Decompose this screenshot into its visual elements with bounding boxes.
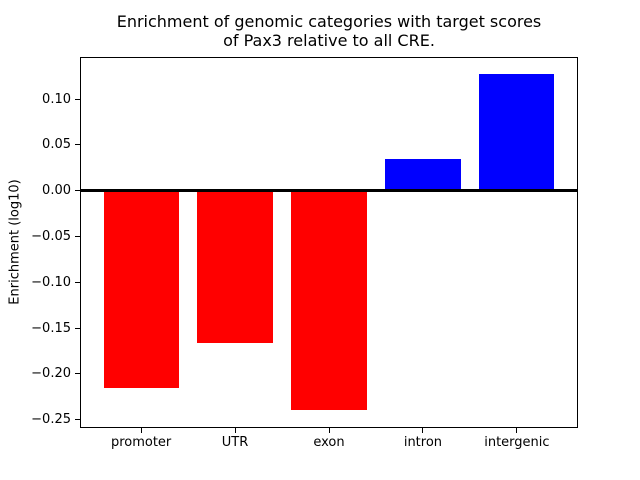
x-tick-mark xyxy=(140,428,142,433)
chart-title-line: Enrichment of genomic categories with ta… xyxy=(116,12,542,31)
x-tick-label-UTR: UTR xyxy=(221,435,249,450)
x-tick-label-exon: exon xyxy=(313,435,345,450)
bar-intron xyxy=(385,158,461,191)
x-tick-label-intergenic: intergenic xyxy=(484,435,550,450)
bar-UTR xyxy=(197,190,273,343)
x-tick-label-promoter: promoter xyxy=(110,435,172,450)
x-tick-mark xyxy=(328,428,330,433)
y-tick-label: 0.10 xyxy=(42,91,71,107)
y-tick-label: −0.05 xyxy=(31,229,71,245)
chart-title-line: of Pax3 relative to all CRE. xyxy=(223,31,435,50)
y-tick-mark xyxy=(75,236,80,238)
x-tick-mark xyxy=(422,428,424,433)
y-tick-mark xyxy=(75,190,80,192)
plot-area xyxy=(80,57,578,428)
y-tick-mark xyxy=(75,373,80,375)
y-tick-label: 0.05 xyxy=(42,137,71,153)
y-tick-label: −0.15 xyxy=(31,320,71,336)
y-tick-mark xyxy=(75,327,80,329)
x-tick-mark xyxy=(234,428,236,433)
y-tick-mark xyxy=(75,144,80,146)
y-tick-mark xyxy=(75,281,80,283)
y-tick-label: −0.20 xyxy=(31,366,71,382)
bar-intergenic xyxy=(479,73,555,191)
chart-title: Enrichment of genomic categories with ta… xyxy=(80,12,578,50)
x-tick-mark xyxy=(516,428,518,433)
zero-line xyxy=(81,189,577,193)
y-tick-label: −0.10 xyxy=(31,274,71,290)
y-tick-mark xyxy=(75,98,80,100)
bar-promoter xyxy=(103,190,179,388)
y-tick-label: 0.00 xyxy=(42,183,71,199)
y-tick-mark xyxy=(75,419,80,421)
bar-exon xyxy=(291,190,367,410)
y-tick-label: −0.25 xyxy=(31,412,71,428)
x-tick-label-intron: intron xyxy=(403,435,443,450)
